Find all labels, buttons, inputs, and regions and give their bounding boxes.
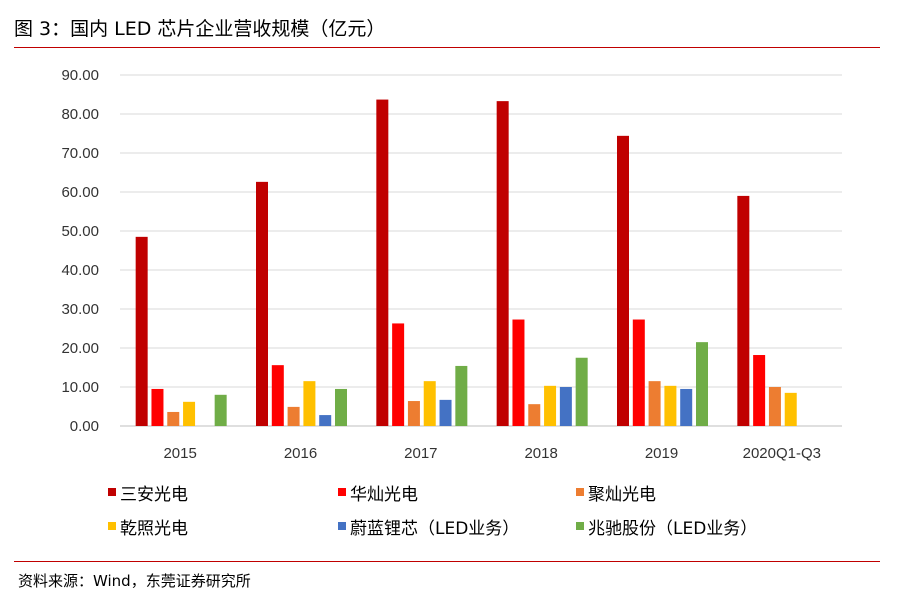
legend-swatch	[338, 522, 346, 530]
bar-2017-1	[392, 323, 405, 426]
y-tick-label: 80.00	[61, 106, 99, 123]
bar-2018-3	[544, 385, 557, 426]
bar-2019-0	[617, 135, 629, 426]
bar-2015-5	[214, 394, 227, 426]
y-tick-label: 60.00	[61, 184, 99, 201]
x-tick-label: 2019	[645, 445, 678, 462]
bar-2020Q1-Q3-3	[784, 392, 797, 426]
bar-2016-3	[303, 381, 316, 426]
legend-swatch	[108, 522, 116, 530]
legend-swatch	[108, 488, 116, 496]
legend-label: 兆驰股份（LED业务）	[588, 519, 757, 539]
legend-swatch	[338, 488, 346, 496]
bar-2017-4	[439, 399, 452, 426]
bar-2018-1	[512, 319, 525, 426]
bar-2017-5	[455, 365, 468, 426]
bar-2019-4	[680, 388, 693, 426]
bar-2016-1	[271, 365, 284, 426]
y-tick-label: 40.00	[61, 262, 99, 279]
source-note: 资料来源：Wind，东莞证券研究所	[18, 572, 251, 590]
legend-label: 乾照光电	[120, 519, 188, 539]
y-tick-label: 20.00	[61, 340, 99, 357]
bar-2016-4	[319, 415, 332, 426]
bar-2019-1	[632, 319, 645, 426]
bar-2016-0	[256, 181, 268, 426]
bar-2016-5	[335, 388, 347, 426]
bar-2019-2	[648, 381, 661, 426]
x-tick-label: 2016	[284, 445, 317, 462]
y-tick-label: 70.00	[61, 145, 99, 162]
legend-label: 华灿光电	[350, 485, 418, 505]
bar-2017-0	[376, 99, 389, 426]
figure-title: 图 3：国内 LED 芯片企业营收规模（亿元）	[14, 18, 386, 40]
bar-2019-3	[664, 385, 677, 426]
bar-2019-5	[696, 342, 708, 426]
bar-2018-5	[575, 357, 588, 426]
bar-2017-2	[407, 401, 420, 426]
bar-2016-2	[287, 406, 300, 426]
legend-label: 蔚蓝锂芯（LED业务）	[350, 519, 519, 539]
bar-2020Q1-Q3-0	[737, 195, 750, 426]
bar-2017-3	[423, 381, 436, 426]
bar-2018-0	[496, 101, 509, 426]
bar-2015-2	[167, 411, 180, 426]
bar-2015-3	[183, 401, 196, 426]
legend-label: 三安光电	[120, 485, 188, 505]
bar-2020Q1-Q3-2	[768, 387, 781, 426]
x-tick-label: 2015	[163, 445, 196, 462]
bar-2015-0	[135, 236, 148, 426]
x-tick-label: 2020Q1-Q3	[743, 445, 821, 462]
legend-swatch	[576, 488, 584, 496]
x-tick-label: 2018	[524, 445, 557, 462]
bar-2015-1	[151, 388, 164, 426]
y-tick-label: 50.00	[61, 223, 99, 240]
bar-2020Q1-Q3-1	[753, 355, 766, 426]
legend-swatch	[576, 522, 584, 530]
y-tick-label: 90.00	[61, 67, 99, 84]
y-tick-label: 0.00	[70, 418, 99, 435]
y-tick-label: 30.00	[61, 301, 99, 318]
bar-2018-4	[559, 387, 572, 426]
legend-label: 聚灿光电	[588, 485, 656, 505]
bottom-divider	[14, 561, 880, 562]
top-divider	[14, 47, 880, 48]
bar-2018-2	[528, 404, 541, 426]
y-tick-label: 10.00	[61, 379, 99, 396]
x-tick-label: 2017	[404, 445, 437, 462]
